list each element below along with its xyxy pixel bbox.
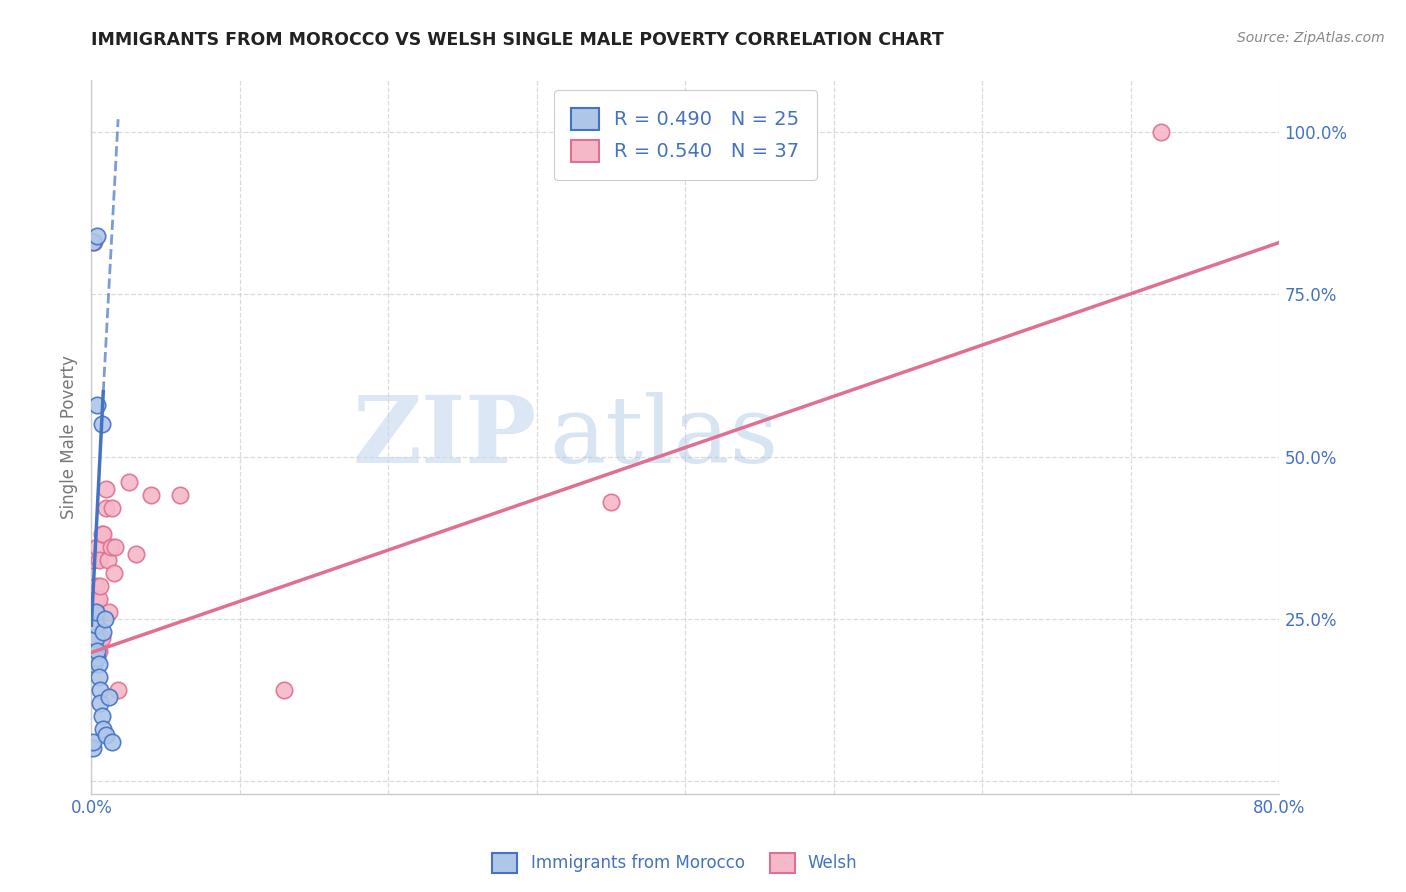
Point bbox=[96, 729, 118, 743]
Point bbox=[86, 229, 108, 244]
Text: atlas: atlas bbox=[548, 392, 778, 482]
Point bbox=[101, 501, 124, 516]
Point bbox=[91, 527, 114, 541]
Point bbox=[96, 482, 118, 496]
Point bbox=[98, 690, 121, 704]
Point bbox=[83, 657, 105, 672]
Point bbox=[87, 657, 110, 672]
Point bbox=[125, 547, 148, 561]
Point bbox=[82, 735, 104, 749]
Point bbox=[86, 650, 108, 665]
Point bbox=[94, 612, 117, 626]
Point bbox=[89, 579, 111, 593]
Point bbox=[96, 501, 118, 516]
Point bbox=[90, 417, 112, 431]
Point bbox=[82, 235, 104, 250]
Point bbox=[89, 683, 111, 698]
Point bbox=[82, 644, 104, 658]
Point bbox=[169, 488, 191, 502]
Y-axis label: Single Male Poverty: Single Male Poverty bbox=[60, 355, 79, 519]
Point bbox=[97, 553, 120, 567]
Point bbox=[84, 579, 107, 593]
Point bbox=[104, 541, 127, 555]
Point bbox=[89, 696, 111, 710]
Point bbox=[101, 735, 124, 749]
Point bbox=[90, 631, 112, 645]
Point bbox=[83, 644, 105, 658]
Point bbox=[82, 741, 104, 756]
Point bbox=[83, 592, 105, 607]
Point bbox=[87, 631, 110, 645]
Text: Source: ZipAtlas.com: Source: ZipAtlas.com bbox=[1237, 31, 1385, 45]
Point bbox=[600, 495, 623, 509]
Point bbox=[86, 644, 108, 658]
Point bbox=[91, 722, 114, 736]
Legend: Immigrants from Morocco, Welsh: Immigrants from Morocco, Welsh bbox=[485, 847, 865, 880]
Point bbox=[90, 709, 112, 723]
Point bbox=[87, 670, 110, 684]
Text: IMMIGRANTS FROM MOROCCO VS WELSH SINGLE MALE POVERTY CORRELATION CHART: IMMIGRANTS FROM MOROCCO VS WELSH SINGLE … bbox=[91, 31, 945, 49]
Point bbox=[83, 631, 105, 645]
Text: ZIP: ZIP bbox=[353, 392, 537, 482]
Point bbox=[84, 618, 107, 632]
Point bbox=[1298, 547, 1320, 561]
Point bbox=[98, 605, 121, 619]
Point bbox=[82, 553, 104, 567]
Point bbox=[86, 541, 108, 555]
Point bbox=[100, 541, 122, 555]
Point bbox=[83, 235, 105, 250]
Point bbox=[90, 527, 112, 541]
Legend: R = 0.490   N = 25, R = 0.540   N = 37: R = 0.490 N = 25, R = 0.540 N = 37 bbox=[554, 90, 817, 179]
Point bbox=[1149, 125, 1171, 139]
Point bbox=[84, 631, 107, 645]
Point bbox=[107, 683, 129, 698]
Point bbox=[86, 618, 108, 632]
Point bbox=[117, 475, 139, 490]
Point bbox=[84, 631, 107, 645]
Point bbox=[86, 605, 108, 619]
Point bbox=[83, 631, 105, 645]
Point bbox=[139, 488, 162, 502]
Point bbox=[84, 605, 107, 619]
Point bbox=[103, 566, 125, 581]
Point bbox=[273, 683, 295, 698]
Point bbox=[84, 592, 107, 607]
Point bbox=[87, 644, 110, 658]
Point bbox=[87, 553, 110, 567]
Point bbox=[84, 612, 107, 626]
Point bbox=[86, 398, 108, 412]
Point bbox=[87, 592, 110, 607]
Point bbox=[91, 624, 114, 639]
